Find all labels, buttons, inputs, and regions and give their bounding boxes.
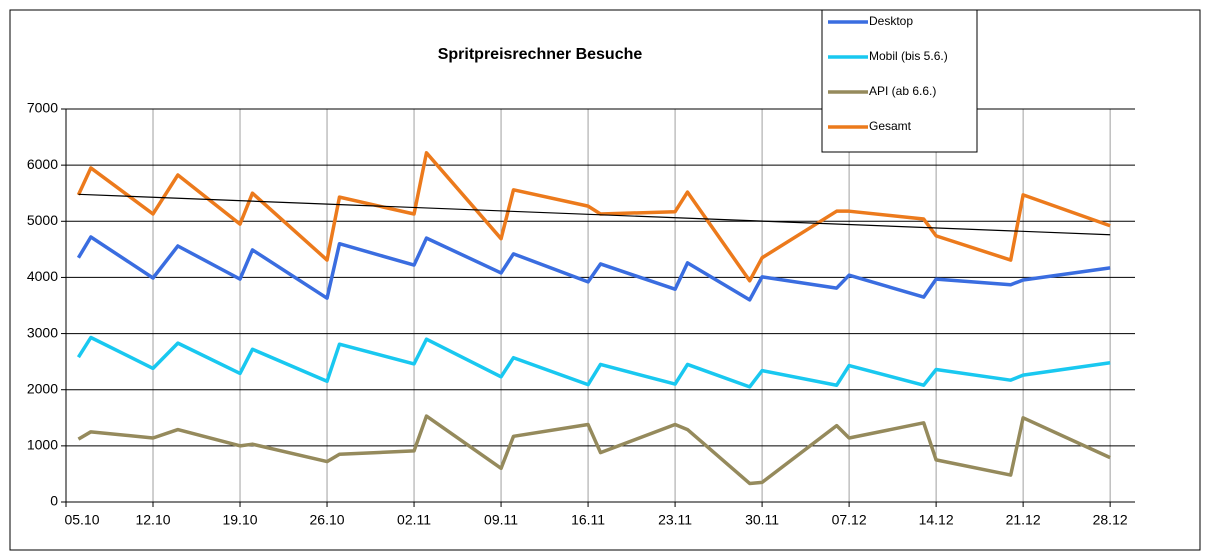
legend-label: Mobil (bis 5.6.) <box>869 49 948 63</box>
x-tick-label: 16.11 <box>571 512 605 528</box>
x-tick-label: 19.10 <box>222 512 257 528</box>
chart-title: Spritpreisrechner Besuche <box>438 46 643 63</box>
legend-label: Gesamt <box>869 119 912 133</box>
y-tick-label: 3000 <box>27 324 58 340</box>
legend-label: API (ab 6.6.) <box>869 84 936 98</box>
series-line <box>77 414 1111 486</box>
series-line <box>76 151 1111 283</box>
y-tick-label: 5000 <box>27 212 58 228</box>
x-tick-label: 23.11 <box>658 512 692 528</box>
y-tick-label: 0 <box>50 493 58 509</box>
x-tick-label: 26.10 <box>310 512 345 528</box>
trend-line <box>78 193 1111 236</box>
x-tick-label: 28.12 <box>1093 512 1128 528</box>
chart-border <box>9 9 1201 551</box>
series-line <box>76 335 1111 389</box>
x-tick-label: 02.11 <box>397 512 431 528</box>
x-tick-label: 30.11 <box>745 512 779 528</box>
x-tick-label: 09.11 <box>484 512 518 528</box>
series-line <box>76 235 1111 302</box>
x-tick-label: 07.12 <box>832 512 867 528</box>
legend-box <box>821 9 978 153</box>
legend-label: Desktop <box>869 14 913 28</box>
x-tick-label: 05.10 <box>64 512 99 528</box>
y-tick-label: 1000 <box>27 437 58 453</box>
y-tick-label: 2000 <box>27 380 58 396</box>
y-tick-label: 7000 <box>27 100 58 116</box>
x-tick-label: 21.12 <box>1006 512 1041 528</box>
y-tick-label: 4000 <box>27 268 58 284</box>
x-tick-label: 14.12 <box>919 512 954 528</box>
x-tick-label: 12.10 <box>135 512 170 528</box>
y-tick-label: 6000 <box>27 156 58 172</box>
